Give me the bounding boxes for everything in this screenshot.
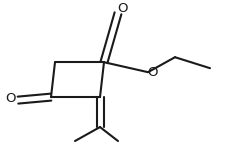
Text: O: O bbox=[5, 92, 15, 105]
Text: O: O bbox=[148, 66, 158, 79]
Text: O: O bbox=[117, 2, 127, 15]
